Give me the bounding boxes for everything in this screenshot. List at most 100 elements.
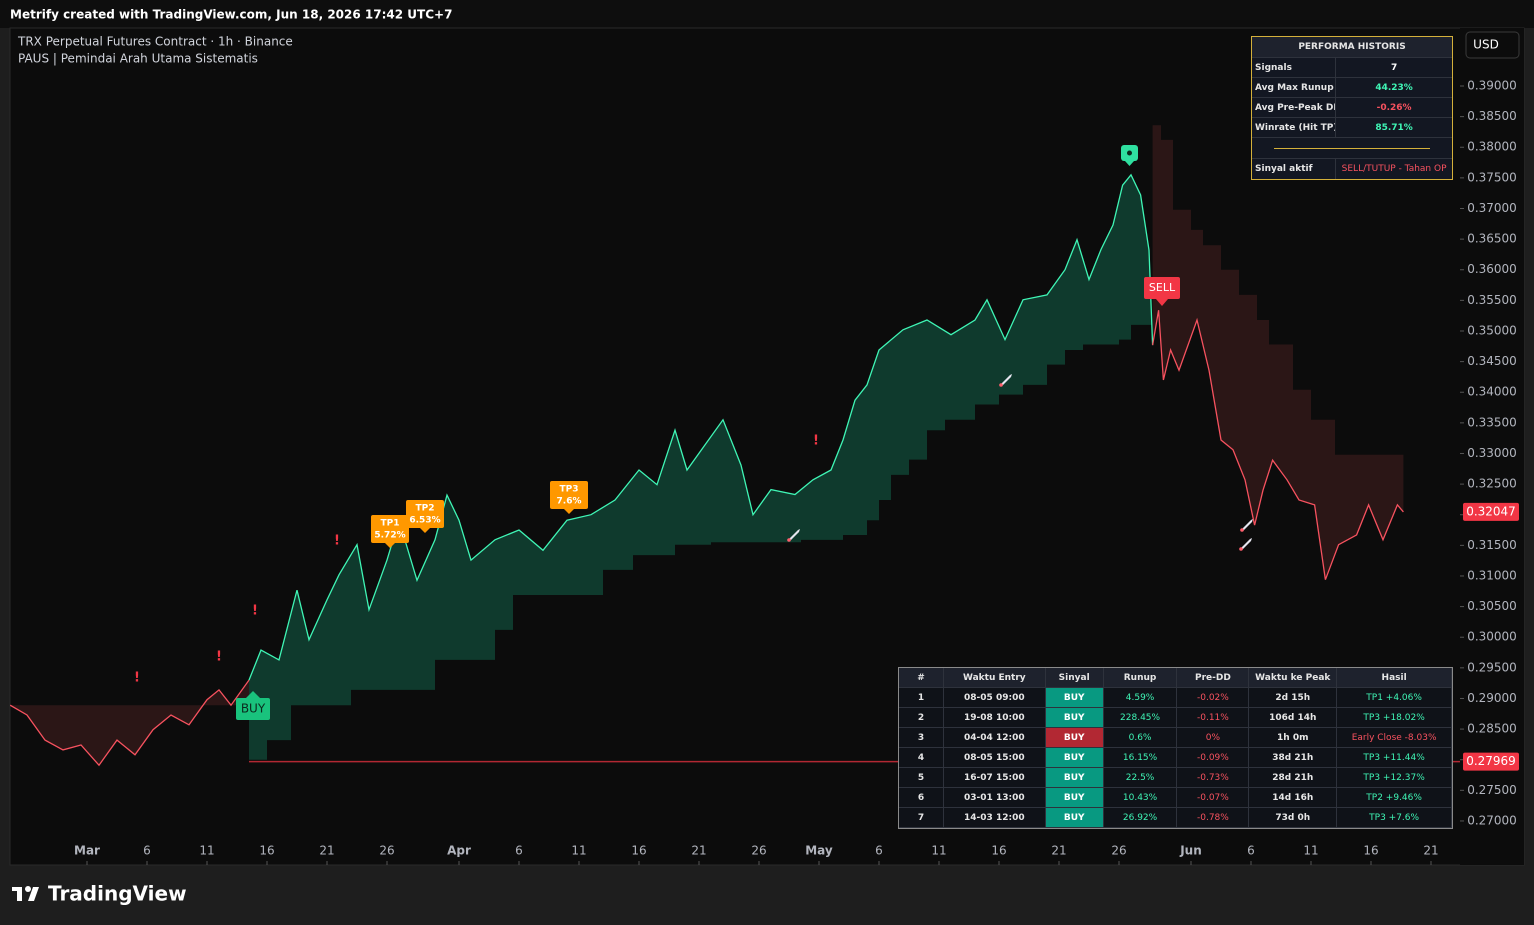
tp-gain: 6.53% — [409, 516, 440, 526]
trade-cell: 16-07 15:00 — [943, 768, 1046, 788]
column-header: Runup — [1103, 668, 1178, 688]
trade-cell: BUY — [1045, 748, 1104, 768]
y-tick-label: 0.38000 — [1467, 140, 1517, 154]
column-header: Waktu Entry — [943, 668, 1046, 688]
trades-table: # Waktu Entry Sinyal Runup Pre-DD Waktu ke Pe… — [898, 667, 1453, 829]
tp-gain: 7.6% — [557, 497, 582, 507]
y-tick-label: 0.35000 — [1467, 323, 1517, 337]
price-axis — [1460, 28, 1524, 865]
rocket-icon — [1242, 519, 1253, 531]
trade-cell: -0.73% — [1177, 768, 1250, 788]
trade-cell: 03-01 13:00 — [943, 788, 1046, 808]
tp-arrow — [564, 509, 574, 514]
y-tick-label: 0.27500 — [1467, 783, 1517, 797]
trade-cell: BUY — [1045, 788, 1104, 808]
brand: TradingView — [48, 882, 187, 906]
performance-row: Signals 7 — [1252, 58, 1452, 78]
x-tick-label: 16 — [631, 844, 646, 858]
currency[interactable]: USD — [1473, 38, 1499, 52]
column-header: # — [899, 668, 944, 688]
y-tick-label: 0.36000 — [1467, 262, 1517, 276]
performance-value: -0.26% — [1336, 98, 1452, 118]
x-tick-label: 6 — [515, 844, 523, 858]
trade-cell: 10.43% — [1103, 788, 1178, 808]
trade-cell: 19-08 10:00 — [943, 708, 1046, 728]
performance-key: Winrate (Hit TP) — [1252, 118, 1337, 138]
trade-cell: 14d 16h — [1249, 788, 1338, 808]
trade-cell: 6 — [899, 788, 944, 808]
trade-row: 5 16-07 15:00 BUY 22.5% -0.73% 28d 21h TP3 +12… — [899, 768, 1452, 788]
tradingview-logo — [12, 886, 39, 901]
trade-cell: 38d 21h — [1249, 748, 1338, 768]
trade-row: 3 04-04 12:00 BUY 0.6% 0% 1h 0m Early Close -8… — [899, 728, 1452, 748]
tp-name: TP2 — [416, 504, 435, 514]
rocket-flame — [1239, 547, 1243, 551]
y-tick-label: 0.28500 — [1467, 722, 1517, 736]
y-tick-label: 0.34500 — [1467, 354, 1517, 368]
rocket-icon — [1241, 538, 1252, 550]
y-tick-label: 0.32500 — [1467, 477, 1517, 491]
y-tick-label: 0.37500 — [1467, 170, 1517, 184]
indicator-legend: PAUS | Pemindai Arah Utama Sistematis — [18, 52, 258, 66]
trade-cell: 0.6% — [1103, 728, 1178, 748]
y-tick-label: 0.35500 — [1467, 293, 1517, 307]
performance-key: Avg Max Runup — [1252, 78, 1337, 98]
trades-header: # Waktu Entry Sinyal Runup Pre-DD Waktu ke Pe… — [899, 668, 1452, 688]
performance-title: PERFORMA HISTORIS — [1252, 37, 1452, 58]
trade-cell: TP3 +7.6% — [1337, 808, 1452, 828]
performance-key: Signals — [1252, 58, 1337, 78]
sell-arrow — [1156, 299, 1168, 306]
trade-cell: 28d 21h — [1249, 768, 1338, 788]
x-tick-label: 21 — [1051, 844, 1066, 858]
separator-row — [1252, 138, 1452, 159]
signal-band — [249, 174, 1153, 760]
x-tick-label: May — [805, 844, 833, 858]
trade-cell: BUY — [1045, 768, 1104, 788]
alert-mark: ! — [334, 534, 340, 549]
trade-cell: 4.59% — [1103, 688, 1178, 708]
price-label: 0.32047 — [1466, 504, 1516, 518]
trade-cell: TP3 +18.02% — [1337, 708, 1452, 728]
alert-mark: ! — [252, 604, 258, 619]
buy-arrow — [246, 691, 260, 698]
trade-cell: 14-03 12:00 — [943, 808, 1046, 828]
rocket-icon — [789, 529, 800, 541]
x-tick-label: 11 — [931, 844, 946, 858]
trade-row: 1 08-05 09:00 BUY 4.59% -0.02% 2d 15h TP1 +4.0… — [899, 688, 1452, 708]
x-tick-label: 16 — [1363, 844, 1378, 858]
trade-cell: BUY — [1045, 728, 1104, 748]
y-tick-label: 0.29000 — [1467, 691, 1517, 705]
x-tick-label: 6 — [1247, 844, 1255, 858]
tp-name: TP1 — [381, 519, 400, 529]
y-tick-label: 0.31000 — [1467, 568, 1517, 582]
trade-cell: 0% — [1177, 728, 1250, 748]
trade-row: 2 19-08 10:00 BUY 228.45% -0.11% 106d 14h TP3 … — [899, 708, 1452, 728]
tp-gain: 5.72% — [374, 531, 405, 541]
trade-row: 6 03-01 13:00 BUY 10.43% -0.07% 14d 16h TP2 +9… — [899, 788, 1452, 808]
alert-mark: ! — [216, 650, 222, 665]
price-label-box — [1463, 502, 1519, 521]
trade-cell: -0.07% — [1177, 788, 1250, 808]
buy-label-box — [236, 698, 270, 720]
currency-button[interactable] — [1465, 31, 1520, 59]
x-tick-label: 26 — [751, 844, 766, 858]
x-tick-label: 26 — [1111, 844, 1126, 858]
column-header: Waktu ke Peak — [1249, 668, 1338, 688]
top-bar — [0, 0, 1534, 28]
trade-cell: 2d 15h — [1249, 688, 1338, 708]
alert-mark: ! — [813, 434, 819, 449]
x-tick-label: 16 — [991, 844, 1006, 858]
rocket-icon — [1001, 374, 1012, 386]
y-tick-label: 0.27000 — [1467, 813, 1517, 827]
trade-cell: 22.5% — [1103, 768, 1178, 788]
credit: Metrify created with TradingView.com, Ju… — [10, 8, 452, 22]
trade-cell: TP1 +4.06% — [1337, 688, 1452, 708]
signal-band — [10, 680, 250, 766]
y-tick-label: 0.33500 — [1467, 415, 1517, 429]
trade-cell: -0.09% — [1177, 748, 1250, 768]
trade-cell: -0.02% — [1177, 688, 1250, 708]
tp-label-box — [550, 481, 588, 509]
trade-cell: -0.78% — [1177, 808, 1250, 828]
trade-row: 4 08-05 15:00 BUY 16.15% -0.09% 38d 21h TP3 +1… — [899, 748, 1452, 768]
